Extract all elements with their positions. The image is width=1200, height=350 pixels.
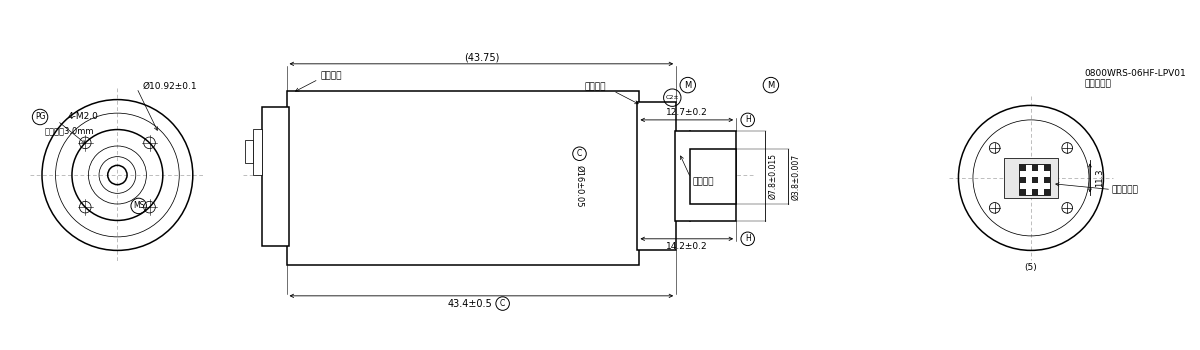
Text: 12.7±0.2: 12.7±0.2 — [666, 108, 708, 117]
Bar — [245, 140, 253, 163]
Bar — [1044, 189, 1050, 195]
Bar — [1004, 158, 1057, 198]
Bar — [287, 91, 640, 265]
Text: 4-M2.0: 4-M2.0 — [67, 112, 98, 121]
Text: (5): (5) — [1025, 263, 1037, 272]
Text: 43.4±0.5: 43.4±0.5 — [448, 299, 492, 309]
Bar — [637, 103, 676, 250]
Text: H: H — [745, 116, 750, 124]
Text: 激光焊接: 激光焊接 — [320, 71, 342, 80]
Text: Ø3.8±0.007: Ø3.8±0.007 — [792, 153, 800, 200]
Bar — [1044, 177, 1050, 183]
Bar — [1019, 164, 1026, 170]
Text: (43.75): (43.75) — [463, 52, 499, 62]
Text: 14.2±0.2: 14.2±0.2 — [666, 242, 708, 251]
Text: 端子型号：: 端子型号： — [1084, 80, 1111, 89]
Bar — [1019, 164, 1050, 195]
Text: C2±: C2± — [666, 95, 679, 100]
Text: H: H — [745, 234, 750, 243]
Text: 二维码贴纸: 二维码贴纸 — [1111, 185, 1138, 194]
Bar — [1044, 164, 1050, 170]
Text: Ø7.8±0.015: Ø7.8±0.015 — [768, 153, 778, 200]
Text: 激光焊接: 激光焊接 — [692, 177, 714, 186]
Text: 11.3: 11.3 — [1096, 169, 1104, 187]
Bar — [1032, 164, 1038, 170]
Text: Ø10.92±0.1: Ø10.92±0.1 — [143, 82, 197, 91]
Bar — [1032, 177, 1038, 183]
Text: PG: PG — [35, 112, 46, 121]
Text: C: C — [577, 149, 582, 158]
Bar — [1019, 189, 1026, 195]
Bar — [690, 149, 736, 204]
Bar — [676, 132, 736, 222]
Text: Ø16±0.05: Ø16±0.05 — [575, 165, 584, 208]
Bar — [253, 128, 263, 175]
Text: C: C — [500, 299, 505, 308]
Bar — [1019, 177, 1026, 183]
Text: MS: MS — [133, 202, 144, 210]
Bar — [263, 107, 288, 246]
Text: M: M — [767, 80, 774, 90]
Text: 有效深度3.0mm: 有效深度3.0mm — [44, 126, 95, 135]
Text: 0800WRS-06HF-LPV01: 0800WRS-06HF-LPV01 — [1084, 69, 1186, 78]
Text: 激光焊接: 激光焊接 — [584, 83, 606, 92]
Bar — [1032, 189, 1038, 195]
Text: M: M — [684, 80, 691, 90]
